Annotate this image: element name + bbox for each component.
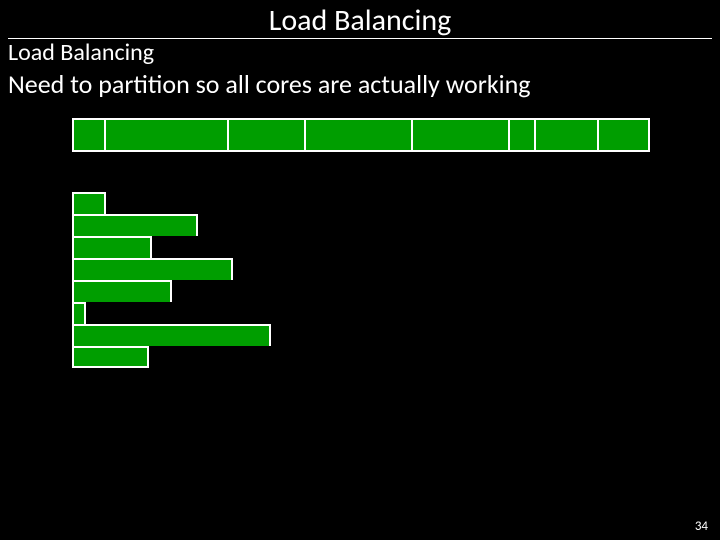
balanced-segment — [413, 120, 511, 150]
unbalanced-row — [72, 192, 650, 214]
unbalanced-row — [72, 324, 650, 346]
balanced-partition-bar — [72, 118, 650, 152]
unbalanced-bar — [74, 302, 86, 324]
page-number: 34 — [695, 519, 708, 534]
unbalanced-row — [72, 302, 650, 324]
unbalanced-row — [72, 214, 650, 236]
balanced-segment — [229, 120, 306, 150]
balanced-segment — [306, 120, 412, 150]
unbalanced-partition-bars — [72, 192, 650, 368]
balanced-segment — [74, 120, 106, 150]
unbalanced-bar — [74, 258, 233, 280]
unbalanced-bar — [74, 280, 172, 302]
unbalanced-row — [72, 258, 650, 280]
unbalanced-bar — [74, 324, 271, 346]
unbalanced-bar — [74, 236, 152, 258]
unbalanced-bar — [74, 192, 106, 214]
body-text: Need to partition so all cores are actua… — [8, 68, 531, 100]
unbalanced-bar — [74, 346, 149, 368]
balanced-segment — [536, 120, 599, 150]
slide-subtitle: Load Balancing — [8, 38, 154, 67]
unbalanced-row — [72, 280, 650, 302]
unbalanced-row — [72, 346, 650, 368]
slide-title: Load Balancing — [0, 2, 720, 39]
balanced-segment — [599, 120, 648, 150]
unbalanced-bar — [74, 214, 198, 236]
balanced-segment — [510, 120, 536, 150]
balanced-segment — [106, 120, 229, 150]
unbalanced-row — [72, 236, 650, 258]
